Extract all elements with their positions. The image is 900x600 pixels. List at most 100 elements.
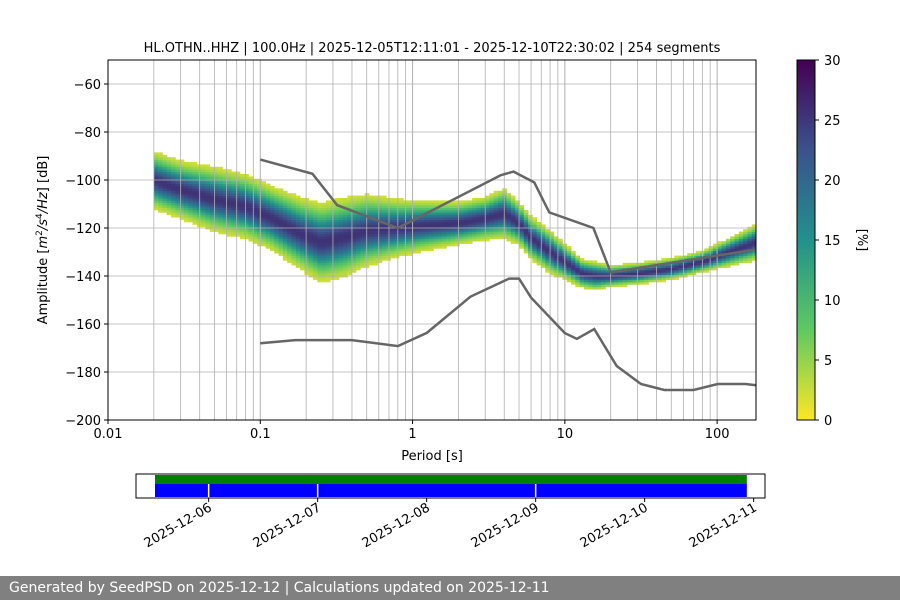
heatmap-cell (257, 231, 262, 235)
heatmap-cell (291, 231, 297, 235)
heatmap-cell (528, 222, 533, 225)
heatmap-cell (386, 234, 391, 237)
heatmap-cell (523, 238, 529, 242)
heatmap-cell (278, 202, 284, 206)
heatmap-cell (433, 243, 439, 247)
heatmap-cell (192, 214, 198, 218)
heatmap-cell (394, 253, 400, 256)
heatmap-cell (545, 250, 550, 254)
heatmap-cell (717, 250, 722, 254)
heatmap-cell (274, 210, 279, 213)
heatmap-cell (261, 241, 267, 244)
heatmap-cell (308, 255, 314, 259)
heatmap-cell (657, 265, 662, 268)
heatmap-cell (674, 272, 679, 276)
heatmap-cell (571, 262, 576, 266)
heatmap-cell (657, 279, 662, 283)
heatmap-cell (166, 176, 172, 180)
heatmap-cell (618, 265, 624, 268)
heatmap-cell (158, 183, 163, 187)
heatmap-cell (523, 217, 529, 220)
heatmap-cell (338, 265, 344, 268)
heatmap-cell (347, 217, 353, 220)
date-tick-label: 2025-12-10 (578, 500, 651, 551)
heatmap-cell (334, 207, 340, 211)
heatmap-cell (558, 246, 563, 249)
heatmap-cell (743, 255, 748, 259)
heatmap-cell (192, 207, 198, 211)
heatmap-cell (437, 207, 443, 211)
heatmap-cell (575, 267, 581, 271)
heatmap-cell (394, 224, 400, 228)
heatmap-cell (196, 195, 202, 199)
heatmap-cell (304, 212, 310, 216)
heatmap-cell (386, 217, 391, 220)
heatmap-cell (437, 212, 443, 216)
heatmap-cell (235, 193, 241, 196)
heatmap-cell (669, 262, 675, 266)
heatmap-cell (196, 164, 202, 168)
heatmap-cell (416, 229, 421, 232)
heatmap-cell (674, 258, 679, 261)
heatmap-cell (287, 229, 292, 232)
heatmap-cell (214, 193, 219, 196)
heatmap-cell (261, 222, 267, 225)
heatmap-cell (261, 219, 267, 223)
heatmap-cell (325, 255, 331, 259)
heatmap-cell (304, 262, 310, 266)
heatmap-cell (257, 219, 262, 223)
heatmap-cell (540, 246, 546, 249)
heatmap-cell (751, 255, 757, 259)
heatmap-cell (153, 198, 159, 201)
heatmap-cell (278, 236, 284, 240)
heatmap-cell (334, 200, 340, 204)
heatmap-cell (644, 279, 649, 283)
heatmap-cell (308, 250, 314, 254)
heatmap-cell (338, 198, 344, 201)
heatmap-cell (205, 193, 211, 196)
heatmap-cell (566, 248, 572, 252)
heatmap-cell (467, 236, 473, 240)
heatmap-cell (442, 236, 447, 240)
heatmap-cell (540, 250, 546, 254)
heatmap-cell (278, 193, 284, 196)
heatmap-cell (308, 267, 314, 271)
heatmap-cell (420, 212, 426, 216)
heatmap-cell (265, 195, 271, 199)
heatmap-cell (295, 246, 301, 249)
heatmap-cell (575, 255, 581, 259)
heatmap-cell (536, 262, 542, 266)
heatmap-cell (325, 272, 331, 276)
heatmap-cell (605, 272, 611, 276)
heatmap-cell (429, 207, 434, 211)
heatmap-cell (682, 270, 688, 273)
heatmap-cell (257, 217, 262, 220)
heatmap-cell (192, 169, 198, 172)
heatmap-cell (308, 243, 314, 247)
heatmap-cell (282, 205, 288, 208)
heatmap-cell (248, 188, 254, 192)
heatmap-cell (343, 267, 348, 271)
heatmap-cell (317, 202, 322, 206)
heatmap-cell (665, 272, 671, 276)
heatmap-cell (437, 210, 443, 213)
footer-bar: Generated by SeedPSD on 2025-12-12 | Cal… (0, 576, 900, 600)
heatmap-cell (368, 200, 374, 204)
heatmap-cell (386, 238, 391, 242)
heatmap-cell (239, 222, 245, 225)
heatmap-cell (209, 222, 215, 225)
heatmap-cell (571, 265, 576, 268)
heatmap-cell (424, 200, 430, 204)
heatmap-cell (351, 231, 357, 235)
heatmap-cell (730, 241, 735, 244)
heatmap-cell (325, 279, 331, 283)
heatmap-cell (734, 241, 740, 244)
heatmap-cell (485, 234, 490, 237)
heatmap-cell (338, 250, 344, 254)
heatmap-cell (162, 210, 168, 213)
heatmap-cell (201, 186, 206, 189)
heatmap-cell (424, 241, 430, 244)
heatmap-cell (553, 267, 559, 271)
heatmap-cell (226, 193, 232, 196)
heatmap-cell (368, 243, 374, 247)
